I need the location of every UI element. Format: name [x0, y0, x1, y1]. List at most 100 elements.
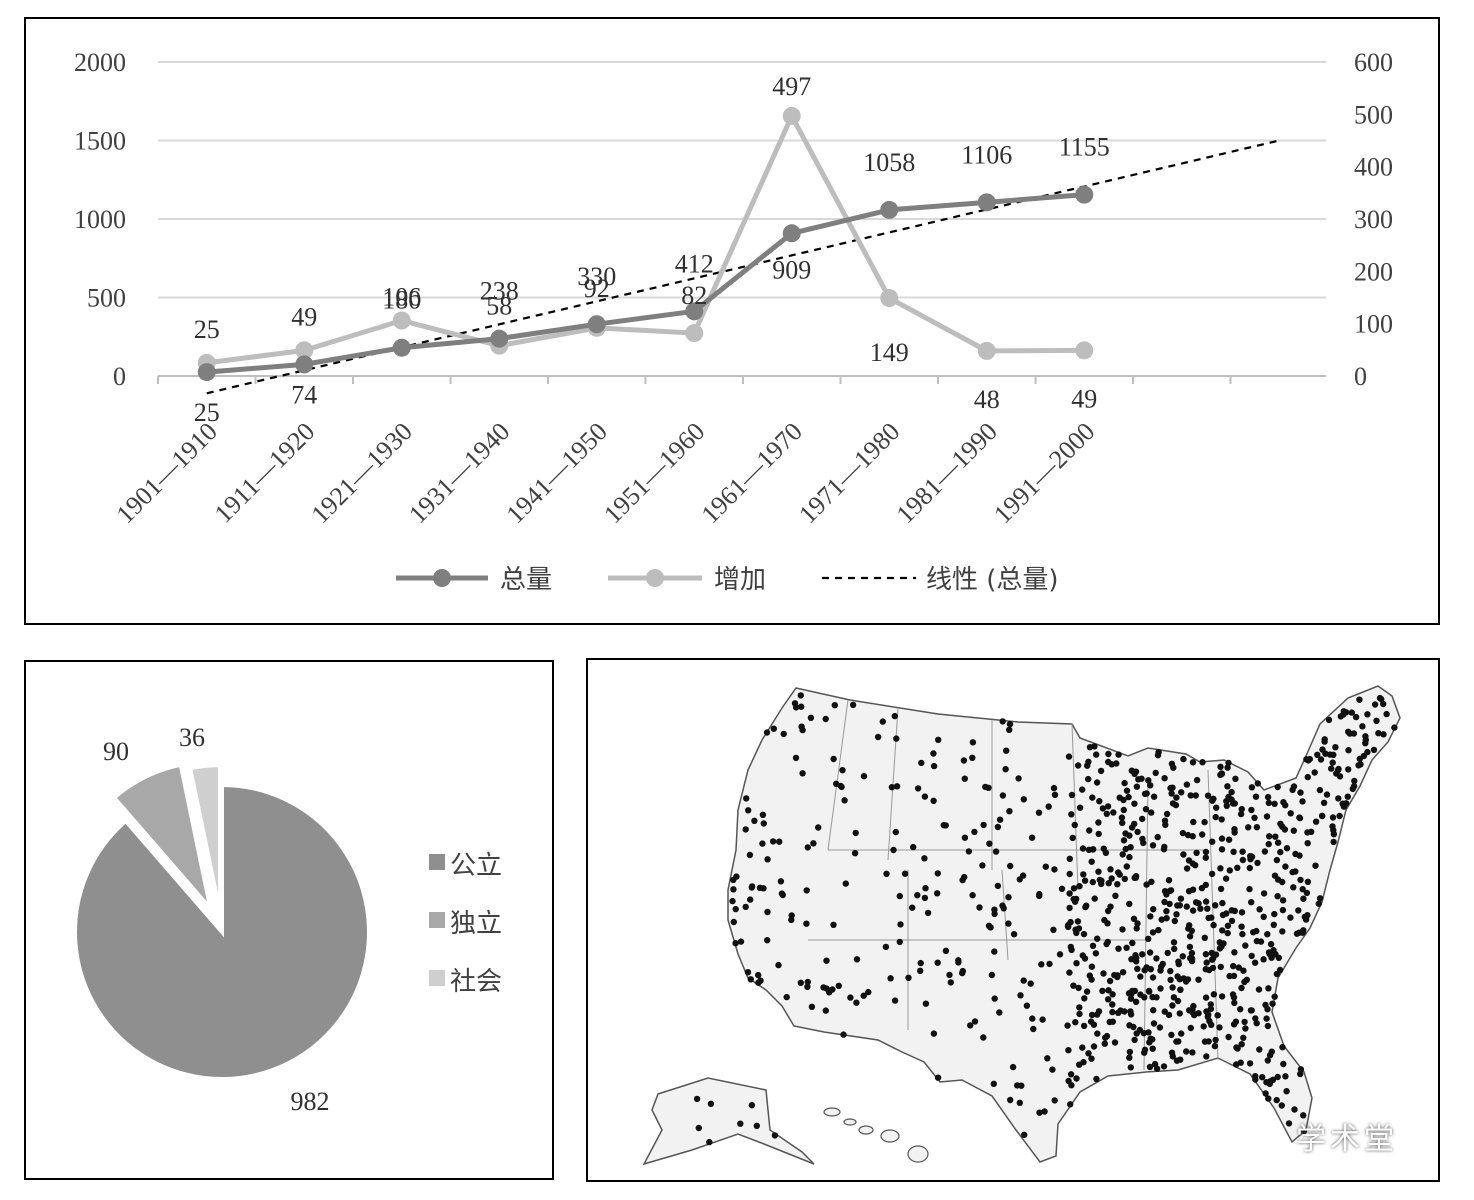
map-dot [987, 924, 994, 931]
map-dot [1190, 1002, 1197, 1010]
total-series-point [197, 363, 216, 382]
map-dot [1035, 809, 1043, 816]
map-dot [1185, 857, 1193, 864]
map-dot [1116, 794, 1123, 801]
map-dot [1202, 898, 1210, 905]
map-dot [1251, 959, 1259, 966]
map-dot [1189, 759, 1197, 766]
map-dot [1073, 929, 1080, 937]
map-dot [1006, 808, 1013, 815]
map-dot [1125, 793, 1132, 801]
map-dot [1150, 906, 1157, 913]
map-dot [924, 909, 932, 917]
map-dot [1065, 753, 1073, 760]
map-dot [1225, 1033, 1232, 1041]
map-dot [1352, 713, 1360, 721]
map-dot [1349, 785, 1356, 793]
map-dot [751, 817, 758, 824]
map-dot [820, 984, 827, 991]
map-dot [803, 887, 810, 894]
map-dot [1167, 967, 1174, 975]
map-dot [914, 785, 922, 792]
map-dot [1106, 977, 1114, 985]
map-dot [771, 1132, 779, 1139]
map-dot [1189, 1049, 1196, 1056]
us-outline [727, 685, 1401, 1163]
map-dot [1228, 917, 1236, 925]
map-dot [1067, 1071, 1075, 1078]
map-dot [961, 775, 968, 782]
state-border [827, 699, 849, 851]
map-dot [1225, 759, 1232, 767]
map-dot [1266, 1052, 1274, 1059]
map-dot [1252, 1015, 1259, 1022]
map-dot [1132, 952, 1139, 959]
map-dot [829, 986, 836, 993]
map-dot [1256, 1046, 1263, 1053]
y-left-tick-label: 2000 [74, 48, 126, 77]
map-dot [747, 896, 754, 903]
map-dot [1279, 1044, 1286, 1051]
map-dot [777, 878, 785, 885]
pie-legend-swatch [429, 912, 445, 928]
increase-data-label: 149 [870, 338, 909, 367]
map-dot [1006, 720, 1014, 728]
map-dot [1290, 783, 1298, 790]
map-dot [1131, 800, 1138, 807]
map-dot [1125, 990, 1133, 997]
map-dot [1265, 985, 1272, 992]
map-dot [1114, 973, 1121, 981]
map-dot [1120, 806, 1127, 814]
map-dot [1089, 794, 1096, 801]
map-dot [1122, 830, 1129, 837]
map-dot [1212, 1036, 1219, 1044]
map-dot [1066, 870, 1073, 878]
map-dot [1200, 1023, 1207, 1030]
map-dot [1233, 1044, 1240, 1051]
increase-series-point [782, 106, 801, 125]
map-dot [1096, 798, 1103, 805]
map-dot [1328, 765, 1335, 772]
map-dot [1126, 900, 1133, 908]
legend-total-label: 总量 [500, 565, 552, 595]
map-dot [947, 979, 954, 986]
map-dot [1080, 930, 1088, 938]
map-dot [1203, 1053, 1210, 1060]
map-dot [1193, 776, 1201, 784]
map-dot [1180, 975, 1187, 982]
total-series-point [977, 193, 996, 212]
map-dot [756, 884, 764, 891]
map-dot [1375, 730, 1382, 737]
x-tick-label: 1901—1910 [111, 417, 223, 529]
map-dot [1201, 818, 1208, 826]
total-series-point [490, 329, 509, 348]
increase-series-point [685, 324, 704, 343]
map-dot [969, 754, 976, 761]
legend-increase-marker [646, 569, 664, 587]
map-dot [1239, 856, 1247, 864]
map-dot [1287, 914, 1294, 921]
map-dot [891, 997, 899, 1004]
map-dot [1044, 1055, 1051, 1062]
map-dot [730, 886, 737, 893]
map-dot [1304, 840, 1311, 847]
map-dot [1237, 1006, 1244, 1013]
map-dot [1088, 1055, 1095, 1062]
map-dot [1164, 949, 1171, 957]
map-dot [1173, 1057, 1181, 1064]
map-dot [1300, 1112, 1307, 1119]
map-dot [1036, 1109, 1043, 1116]
map-dot [1272, 833, 1279, 840]
map-dot [1003, 747, 1010, 754]
map-dot [1119, 819, 1126, 827]
y-right-tick-label: 100 [1354, 310, 1393, 339]
map-dot [1126, 853, 1133, 861]
map-dot [1204, 905, 1211, 912]
total-data-label: 412 [675, 249, 714, 278]
map-dot [996, 816, 1004, 823]
map-dot [755, 971, 762, 979]
map-dot [1072, 1019, 1079, 1026]
map-dot [757, 977, 764, 984]
map-dot [1015, 775, 1022, 782]
map-dot [1088, 963, 1096, 970]
